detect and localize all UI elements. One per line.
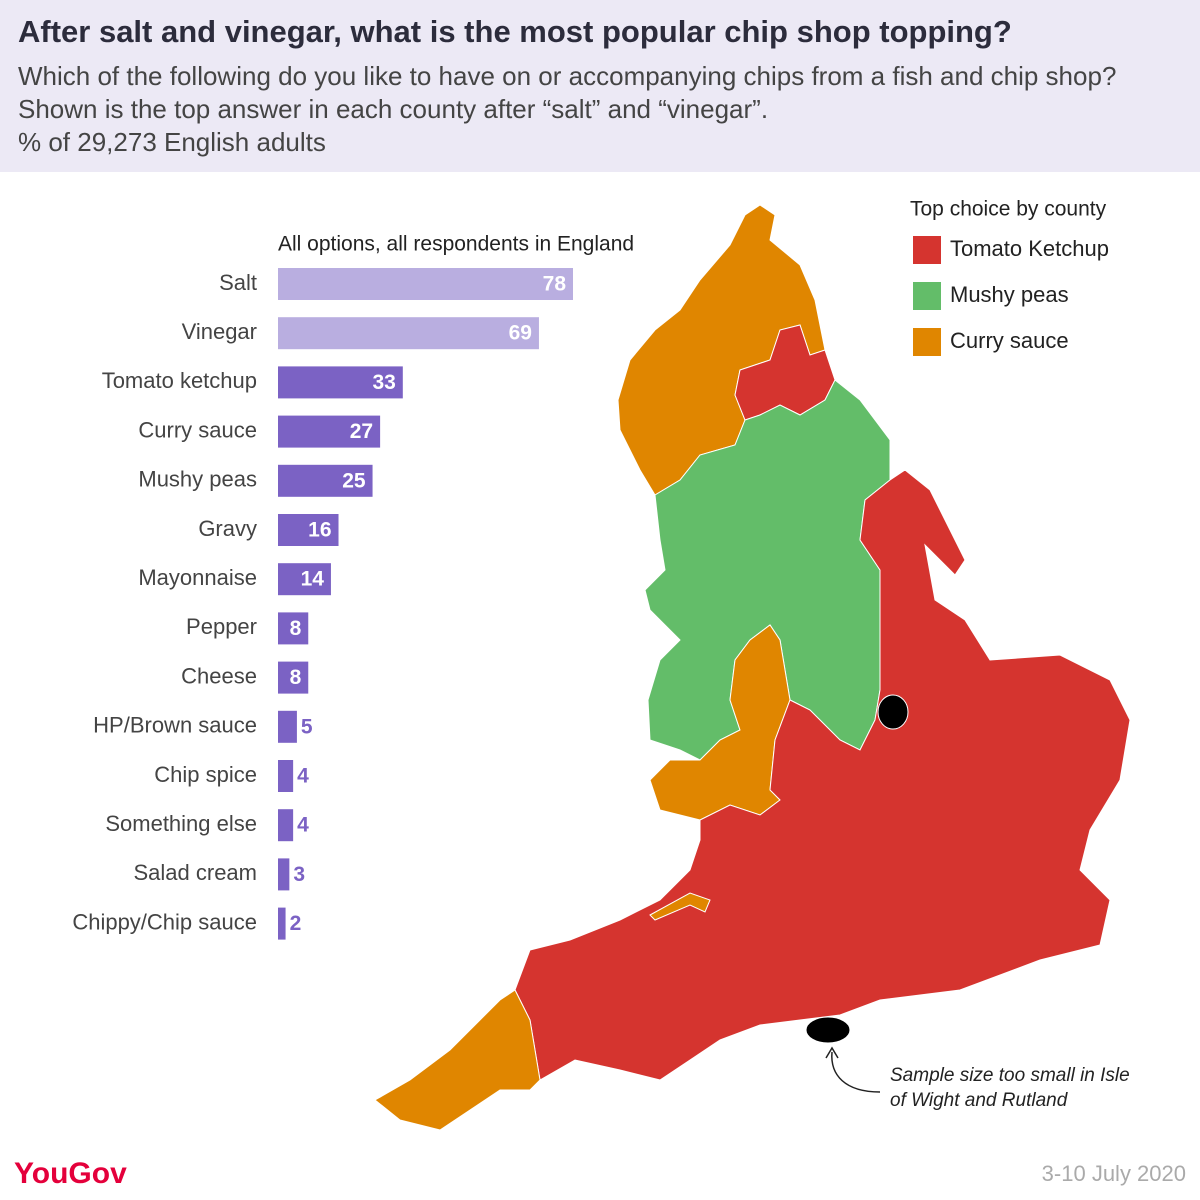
value-label: 8 — [290, 617, 302, 640]
bar — [278, 612, 309, 645]
value-label: 4 — [297, 814, 309, 837]
title: After salt and vinegar, what is the most… — [18, 14, 1012, 49]
legend-swatch — [913, 328, 941, 356]
value-label: 3 — [293, 863, 305, 886]
category-label: Chippy/Chip sauce — [72, 909, 257, 934]
region — [514, 469, 1131, 1081]
note: % of 29,273 English adults — [18, 127, 326, 157]
bar — [278, 366, 403, 399]
bar — [278, 858, 290, 891]
legend-swatch — [913, 236, 941, 264]
category-label: Something else — [105, 811, 257, 836]
category-label: Mushy peas — [138, 467, 257, 492]
bar — [278, 563, 331, 596]
value-label: 78 — [543, 273, 567, 296]
value-label: 5 — [301, 715, 313, 738]
value-label: 25 — [342, 469, 366, 492]
legend-label: Curry sauce — [950, 328, 1069, 353]
map — [374, 204, 1131, 1131]
annotation: Sample size too small in Isle — [890, 1065, 1130, 1086]
brand: YouGov — [14, 1157, 127, 1190]
annotation-arrow — [831, 1051, 881, 1093]
category-label: Cheese — [181, 663, 257, 688]
region — [649, 892, 711, 921]
date: 3-10 July 2020 — [1042, 1161, 1186, 1186]
bar — [278, 514, 339, 546]
value-label: 14 — [301, 568, 325, 591]
category-label: Salt — [219, 270, 257, 295]
value-label: 8 — [290, 666, 302, 689]
value-label: 69 — [509, 322, 532, 345]
header: After salt and vinegar, what is the most… — [0, 0, 1200, 172]
bar — [278, 415, 381, 448]
region — [374, 989, 541, 1131]
bar — [278, 809, 294, 842]
isle-of-wight — [805, 1016, 851, 1044]
annotation-arrowhead — [825, 1046, 839, 1059]
category-label: Salad cream — [133, 860, 257, 885]
legend-label: Mushy peas — [950, 282, 1069, 307]
category-label: Vinegar — [182, 319, 257, 344]
category-label: Mayonnaise — [138, 565, 257, 590]
bar — [278, 464, 373, 497]
legend-label: Tomato Ketchup — [950, 236, 1109, 261]
bar — [278, 268, 573, 300]
bar — [278, 907, 286, 940]
value-label: 33 — [372, 371, 395, 394]
rutland — [877, 694, 909, 730]
bar — [278, 661, 309, 694]
category-label: HP/Brown sauce — [93, 713, 257, 738]
value-label: 2 — [290, 912, 302, 935]
category-label: Gravy — [198, 516, 257, 541]
category-label: Chip spice — [154, 762, 257, 787]
bar — [278, 710, 297, 743]
value-label: 27 — [350, 420, 373, 443]
category-label: Pepper — [186, 614, 257, 639]
legend-title: Top choice by county — [910, 198, 1107, 221]
bar-chart-title: All options, all respondents in England — [278, 233, 634, 256]
category-label: Tomato ketchup — [102, 368, 257, 393]
category-label: Curry sauce — [138, 417, 257, 442]
subtitle: Which of the following do you like to ha… — [18, 61, 1117, 124]
annotation: of Wight and Rutland — [890, 1090, 1069, 1111]
bar — [278, 760, 294, 792]
subtitle-block: Which of the following do you like to ha… — [18, 60, 1183, 159]
legend-swatch — [913, 282, 941, 310]
bar — [278, 317, 539, 350]
value-label: 16 — [308, 519, 331, 542]
value-label: 4 — [297, 765, 309, 788]
